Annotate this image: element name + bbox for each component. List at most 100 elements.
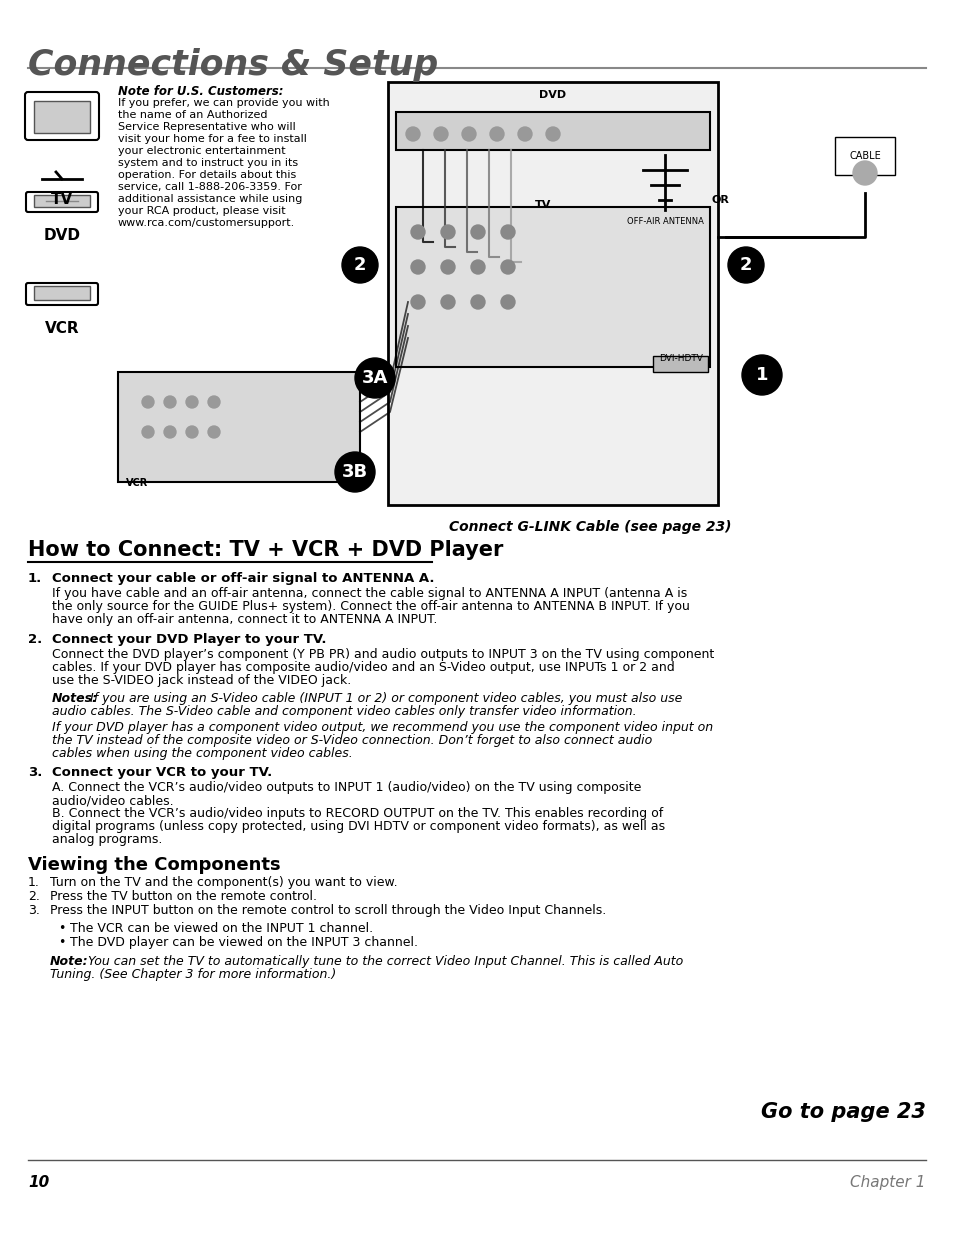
Bar [388, 82, 718, 505]
Text: additional assistance while using: additional assistance while using [118, 194, 302, 204]
Text: Connections & Setup: Connections & Setup [28, 48, 437, 82]
Text: visit your home for a fee to install: visit your home for a fee to install [118, 135, 307, 144]
Text: 1.: 1. [28, 876, 40, 889]
Text: B. Connect the VCR’s audio/video inputs to RECORD OUTPUT on the TV. This enables: B. Connect the VCR’s audio/video inputs … [52, 806, 662, 820]
Text: Connect your DVD Player to your TV.: Connect your DVD Player to your TV. [52, 634, 326, 646]
Bar [118, 372, 359, 482]
Text: •: • [58, 936, 66, 948]
Circle shape [335, 452, 375, 492]
Circle shape [471, 295, 484, 309]
Text: You can set the TV to automatically tune to the correct Video Input Channel. Thi: You can set the TV to automatically tune… [88, 955, 682, 968]
Text: 2.: 2. [28, 634, 42, 646]
Text: A. Connect the VCR’s audio/video outputs to INPUT 1 (audio/video) on the TV usin: A. Connect the VCR’s audio/video outputs… [52, 781, 640, 794]
Circle shape [440, 225, 455, 240]
Circle shape [500, 261, 515, 274]
Circle shape [411, 261, 424, 274]
Text: OFF-AIR ANTENNA: OFF-AIR ANTENNA [626, 217, 702, 226]
Text: How to Connect: TV + VCR + DVD Player: How to Connect: TV + VCR + DVD Player [28, 540, 503, 559]
Text: audio cables. The S-Video cable and component video cables only transfer video i: audio cables. The S-Video cable and comp… [52, 705, 636, 718]
Text: Connect your cable or off-air signal to ANTENNA A.: Connect your cable or off-air signal to … [52, 572, 434, 585]
Circle shape [490, 127, 503, 141]
Circle shape [500, 225, 515, 240]
Text: 2: 2 [354, 256, 366, 274]
Bar [34, 101, 90, 133]
Text: Note:: Note: [50, 955, 89, 968]
Text: your electronic entertainment: your electronic entertainment [118, 146, 285, 156]
Circle shape [164, 396, 175, 408]
Text: digital programs (unless copy protected, using DVI HDTV or component video forma: digital programs (unless copy protected,… [52, 820, 664, 832]
Circle shape [741, 354, 781, 395]
Circle shape [208, 396, 220, 408]
Text: 3A: 3A [361, 369, 388, 387]
Text: have only an off-air antenna, connect it to ANTENNA A INPUT.: have only an off-air antenna, connect it… [52, 613, 436, 626]
Text: your RCA product, please visit: your RCA product, please visit [118, 206, 285, 216]
Text: Press the TV button on the remote control.: Press the TV button on the remote contro… [50, 890, 316, 903]
Bar [34, 287, 90, 300]
Text: 2: 2 [739, 256, 752, 274]
Bar [834, 137, 894, 175]
Text: the TV instead of the composite video or S-Video connection. Don’t forget to als: the TV instead of the composite video or… [52, 734, 652, 747]
Text: The DVD player can be viewed on the INPUT 3 channel.: The DVD player can be viewed on the INPU… [70, 936, 417, 948]
Bar [395, 207, 709, 367]
Text: DVI-HDTV: DVI-HDTV [659, 354, 702, 363]
Text: 3.: 3. [28, 766, 42, 779]
Circle shape [406, 127, 419, 141]
Circle shape [440, 261, 455, 274]
Text: If your DVD player has a component video output, we recommend you use the compon: If your DVD player has a component video… [52, 721, 713, 734]
Text: VCR: VCR [45, 321, 79, 336]
Circle shape [411, 225, 424, 240]
Circle shape [461, 127, 476, 141]
Circle shape [411, 295, 424, 309]
Text: Note for U.S. Customers:: Note for U.S. Customers: [118, 85, 283, 98]
Text: Connect your VCR to your TV.: Connect your VCR to your TV. [52, 766, 272, 779]
Text: audio/video cables.: audio/video cables. [52, 794, 173, 806]
Circle shape [727, 247, 763, 283]
Text: Chapter 1: Chapter 1 [850, 1174, 925, 1191]
Text: •: • [58, 923, 66, 935]
Text: 1: 1 [755, 366, 767, 384]
Text: Tuning. (See Chapter 3 for more information.): Tuning. (See Chapter 3 for more informat… [50, 968, 335, 981]
Text: VCR: VCR [126, 478, 148, 488]
Bar [34, 195, 90, 207]
Circle shape [517, 127, 532, 141]
Text: 3.: 3. [28, 904, 40, 918]
FancyBboxPatch shape [25, 91, 99, 140]
Text: Service Representative who will: Service Representative who will [118, 122, 295, 132]
Text: DVD: DVD [538, 90, 566, 100]
Circle shape [471, 225, 484, 240]
Text: 1.: 1. [28, 572, 42, 585]
Text: TV: TV [51, 191, 73, 207]
Circle shape [471, 261, 484, 274]
Text: operation. For details about this: operation. For details about this [118, 170, 296, 180]
Text: 10: 10 [28, 1174, 50, 1191]
Text: 3B: 3B [341, 463, 368, 480]
Text: the name of an Authorized: the name of an Authorized [118, 110, 267, 120]
Circle shape [440, 295, 455, 309]
Text: DVD: DVD [44, 228, 80, 243]
Text: Turn on the TV and the component(s) you want to view.: Turn on the TV and the component(s) you … [50, 876, 397, 889]
Text: the only source for the GUIDE Plus+ system). Connect the off-air antenna to ANTE: the only source for the GUIDE Plus+ syst… [52, 600, 689, 613]
Circle shape [142, 396, 153, 408]
Circle shape [142, 426, 153, 438]
Circle shape [208, 426, 220, 438]
Text: system and to instruct you in its: system and to instruct you in its [118, 158, 297, 168]
Circle shape [164, 426, 175, 438]
Text: The VCR can be viewed on the INPUT 1 channel.: The VCR can be viewed on the INPUT 1 cha… [70, 923, 373, 935]
Bar [652, 356, 707, 372]
Text: TV: TV [535, 200, 551, 210]
Text: CABLE: CABLE [848, 151, 880, 161]
Circle shape [852, 161, 876, 185]
Text: Connect G-LINK Cable (see page 23): Connect G-LINK Cable (see page 23) [448, 520, 731, 534]
Circle shape [186, 396, 198, 408]
FancyBboxPatch shape [26, 191, 98, 212]
Text: www.rca.com/customersupport.: www.rca.com/customersupport. [118, 219, 294, 228]
Text: Viewing the Components: Viewing the Components [28, 856, 280, 874]
Text: 2.: 2. [28, 890, 40, 903]
Text: analog programs.: analog programs. [52, 832, 162, 846]
Text: If you prefer, we can provide you with: If you prefer, we can provide you with [118, 98, 330, 107]
Circle shape [355, 358, 395, 398]
Text: service, call 1-888-206-3359. For: service, call 1-888-206-3359. For [118, 182, 301, 191]
Text: Connect the DVD player’s component (Y PB PR) and audio outputs to INPUT 3 on the: Connect the DVD player’s component (Y PB… [52, 648, 714, 661]
Bar [395, 112, 709, 149]
Circle shape [545, 127, 559, 141]
